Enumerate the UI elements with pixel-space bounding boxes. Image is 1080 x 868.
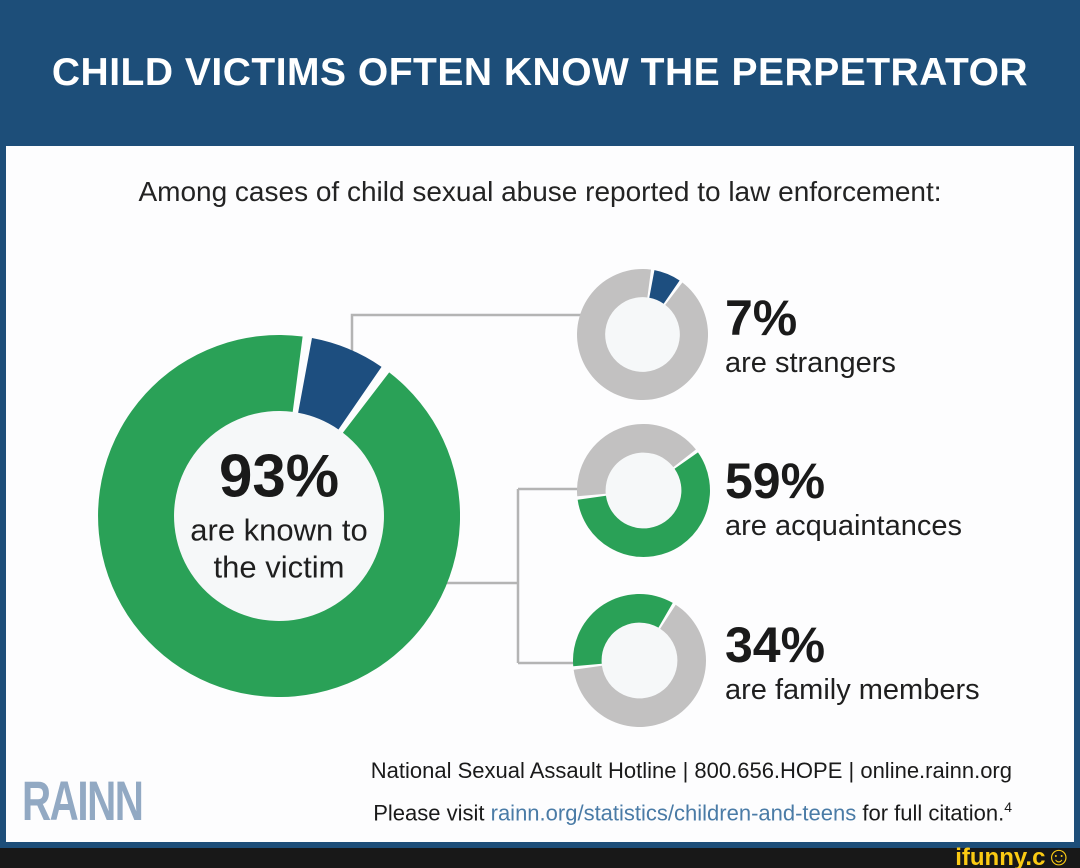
donut-hole <box>174 411 384 621</box>
hotline-text: National Sexual Assault Hotline | 800.65… <box>370 758 1012 783</box>
strangers-label: are strangers <box>725 347 896 379</box>
donut-hole <box>605 452 682 529</box>
citation-text: Please visit rainn.org/statistics/childr… <box>371 788 1012 832</box>
subtitle: Among cases of child sexual abuse report… <box>138 176 942 207</box>
stat-family-members: 34% are family members <box>725 620 980 708</box>
strangers-percentage: 7% <box>725 290 798 346</box>
donut-segment-known-to-victim <box>98 335 460 697</box>
donut-segment-other <box>577 424 696 497</box>
acquaintances-percentage: 59% <box>725 453 826 509</box>
family-label: are family members <box>725 674 980 706</box>
donut-segment-acquaintances <box>577 452 710 557</box>
donut-segment-other <box>573 604 706 727</box>
main-donut-percentage: 93% <box>218 442 340 510</box>
citation-footnote-number: 4 <box>1004 799 1012 815</box>
donut-hole <box>601 622 678 699</box>
main-donut-label-line1: are known to <box>190 512 368 548</box>
donut-segment-strangers <box>649 270 680 304</box>
stat-strangers: 7% are strangers <box>725 293 896 381</box>
bottom-bar <box>0 848 1080 868</box>
header-banner: CHILD VICTIMS OFTEN KNOW THE PERPETRATOR <box>0 0 1080 146</box>
ifunny-watermark: ifunny.c☺ <box>955 843 1072 868</box>
citation-link[interactable]: rainn.org/statistics/children-and-teens <box>490 800 857 826</box>
rainn-logo: RAINN <box>22 769 144 832</box>
donut-segment-other <box>577 269 708 400</box>
acquaintances-label: are acquaintances <box>725 510 962 542</box>
connector-to-strangers <box>350 313 583 351</box>
watermark-text: ifunny.c <box>955 844 1046 868</box>
donut-chart-acquaintances <box>577 424 710 557</box>
citation-prefix: Please visit <box>373 800 491 826</box>
page-title: CHILD VICTIMS OFTEN KNOW THE PERPETRATOR <box>51 51 1029 94</box>
donut-chart-strangers <box>577 269 708 400</box>
donut-segment-strangers <box>298 338 382 430</box>
citation-suffix: for full citation. <box>856 800 1005 826</box>
smiley-icon: ☺ <box>1045 841 1072 868</box>
citation-block: National Sexual Assault Hotline | 800.65… <box>371 754 1012 832</box>
stat-acquaintances: 59% are acquaintances <box>725 456 962 544</box>
main-donut-label-line2: the victim <box>213 549 345 584</box>
family-percentage: 34% <box>725 617 826 673</box>
donut-chart-known-to-victim: 93% are known to the victim <box>98 335 460 697</box>
donut-chart-family-members <box>573 594 706 727</box>
content-area: Among cases of child sexual abuse report… <box>0 146 1080 848</box>
main-donut-center-label: 93% are known to the victim <box>98 446 460 585</box>
donut-hole <box>605 297 680 372</box>
donut-segment-family-members <box>573 594 673 667</box>
connector-lines <box>350 313 583 665</box>
